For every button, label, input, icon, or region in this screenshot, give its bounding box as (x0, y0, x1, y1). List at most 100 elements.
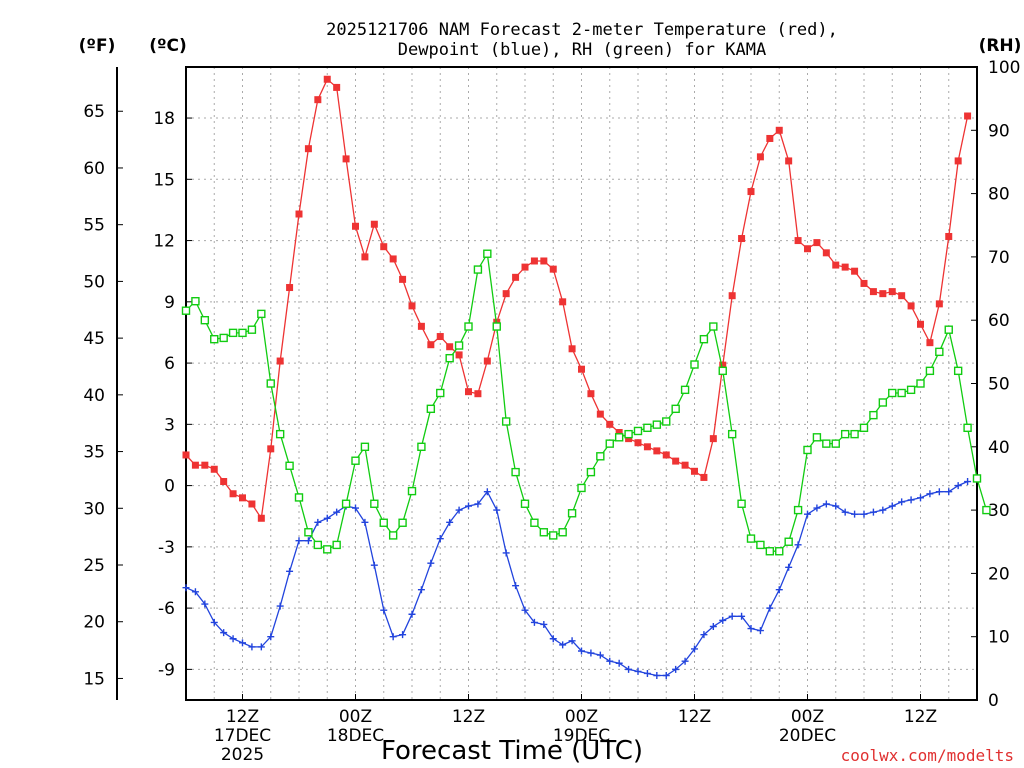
rh-tick-label: 20 (988, 564, 1010, 584)
rh-point (219, 333, 228, 343)
temperature-point (832, 261, 840, 269)
celsius-tick-label: 9 (164, 293, 175, 313)
dewpoint-point (276, 602, 284, 610)
dewpoint-point (286, 567, 294, 575)
temperature-point (926, 339, 934, 347)
dewpoint-point (625, 665, 633, 673)
rh-point (436, 388, 445, 398)
temperature-point (361, 253, 369, 261)
dewpoint-point (879, 506, 887, 514)
rh-point (793, 505, 803, 515)
dewpoint-point (248, 643, 256, 651)
temperature-point (785, 157, 793, 165)
rh-point (473, 265, 483, 274)
dewpoint-point (568, 637, 576, 645)
temperature-point (380, 243, 388, 251)
dewpoint-point (493, 506, 501, 514)
temperature-point (210, 465, 218, 473)
x-tick-label: 12Z (226, 707, 259, 727)
dewpoint-point (352, 504, 359, 512)
credit-link[interactable]: coolwx.com/modelts (841, 746, 1014, 765)
rh-point (982, 505, 991, 515)
dewpoint-point (427, 559, 435, 567)
temperature-point (851, 267, 859, 275)
temperature-point (964, 112, 972, 120)
temperature-point (756, 153, 764, 161)
fahrenheit-tick-label: 50 (83, 272, 105, 292)
temperature-point (898, 292, 906, 300)
dewpoint-point (549, 635, 557, 643)
rh-point (652, 420, 662, 429)
temperature-point (907, 302, 915, 310)
temperature-point (747, 188, 755, 196)
celsius-tick-label: -9 (158, 660, 175, 680)
dewpoint-point (483, 488, 491, 496)
dewpoint-point (766, 604, 774, 612)
x-tick-label: 2025 (221, 745, 264, 765)
temperature-point (248, 500, 256, 508)
dewpoint-point (634, 667, 642, 675)
rh-point (351, 456, 360, 465)
rh-point (944, 325, 953, 334)
temperature-point (766, 134, 774, 142)
temperature-point (662, 451, 670, 459)
temperature-point (568, 345, 576, 353)
fahrenheit-tick-label: 45 (83, 329, 105, 349)
fahrenheit-tick-label: 55 (83, 216, 105, 236)
dewpoint-point (333, 508, 341, 516)
rh-point (953, 366, 963, 376)
rh-point (577, 483, 586, 493)
dewpoint-point (210, 618, 218, 626)
dewpoint-point (239, 639, 246, 647)
temperature-point (229, 490, 237, 498)
fahrenheit-tick-label: 25 (83, 556, 105, 576)
temperature-point (738, 235, 746, 243)
rh-tick-label: 100 (988, 58, 1020, 78)
dewpoint-point (408, 610, 416, 618)
temperature-point (201, 461, 209, 469)
dewpoint-point (747, 625, 755, 633)
chart-subtitle: Dewpoint (blue), RH (green) for KAMA (398, 40, 766, 60)
rh-tick-label: 80 (988, 185, 1010, 205)
dewpoint-point (455, 506, 463, 514)
rh-point (454, 341, 464, 350)
x-tick-label: 20DEC (779, 726, 836, 746)
temperature-point (888, 288, 896, 296)
x-tick-label: 00Z (565, 707, 598, 727)
temperature-point (295, 210, 303, 218)
dewpoint-point (691, 645, 698, 653)
rh-point (897, 388, 906, 398)
temperature-point (587, 390, 595, 398)
rh-point (888, 388, 897, 398)
rh-point (878, 398, 888, 407)
rh-point (963, 423, 972, 433)
dewpoint-point (917, 494, 924, 502)
dewpoint-point (530, 618, 538, 626)
temperature-point (408, 302, 416, 310)
rh-point (803, 445, 812, 455)
temperature-point (945, 232, 953, 240)
fahrenheit-tick-label: 65 (83, 102, 105, 122)
rh-point (417, 442, 426, 451)
temperature-point (389, 255, 397, 263)
rh-point (483, 249, 492, 258)
rh-point (671, 404, 680, 414)
rh-point (464, 322, 473, 331)
temperature-point (681, 461, 689, 469)
dewpoint-point (804, 510, 811, 518)
dewpoint-point (229, 635, 237, 643)
rh-point (859, 423, 869, 433)
dewpoint-point (785, 563, 793, 571)
rh-tick-label: 70 (988, 248, 1010, 268)
temperature-point (813, 239, 821, 247)
dewpoint-point (370, 561, 378, 569)
temperature-point (691, 467, 698, 475)
dewpoint-point (220, 629, 228, 637)
dewpoint-point (794, 541, 802, 549)
dewpoint-point (191, 588, 199, 596)
dewpoint-point (662, 671, 670, 679)
temperature-point (634, 439, 642, 447)
temperature-point (427, 341, 435, 349)
rh-point (313, 540, 323, 550)
